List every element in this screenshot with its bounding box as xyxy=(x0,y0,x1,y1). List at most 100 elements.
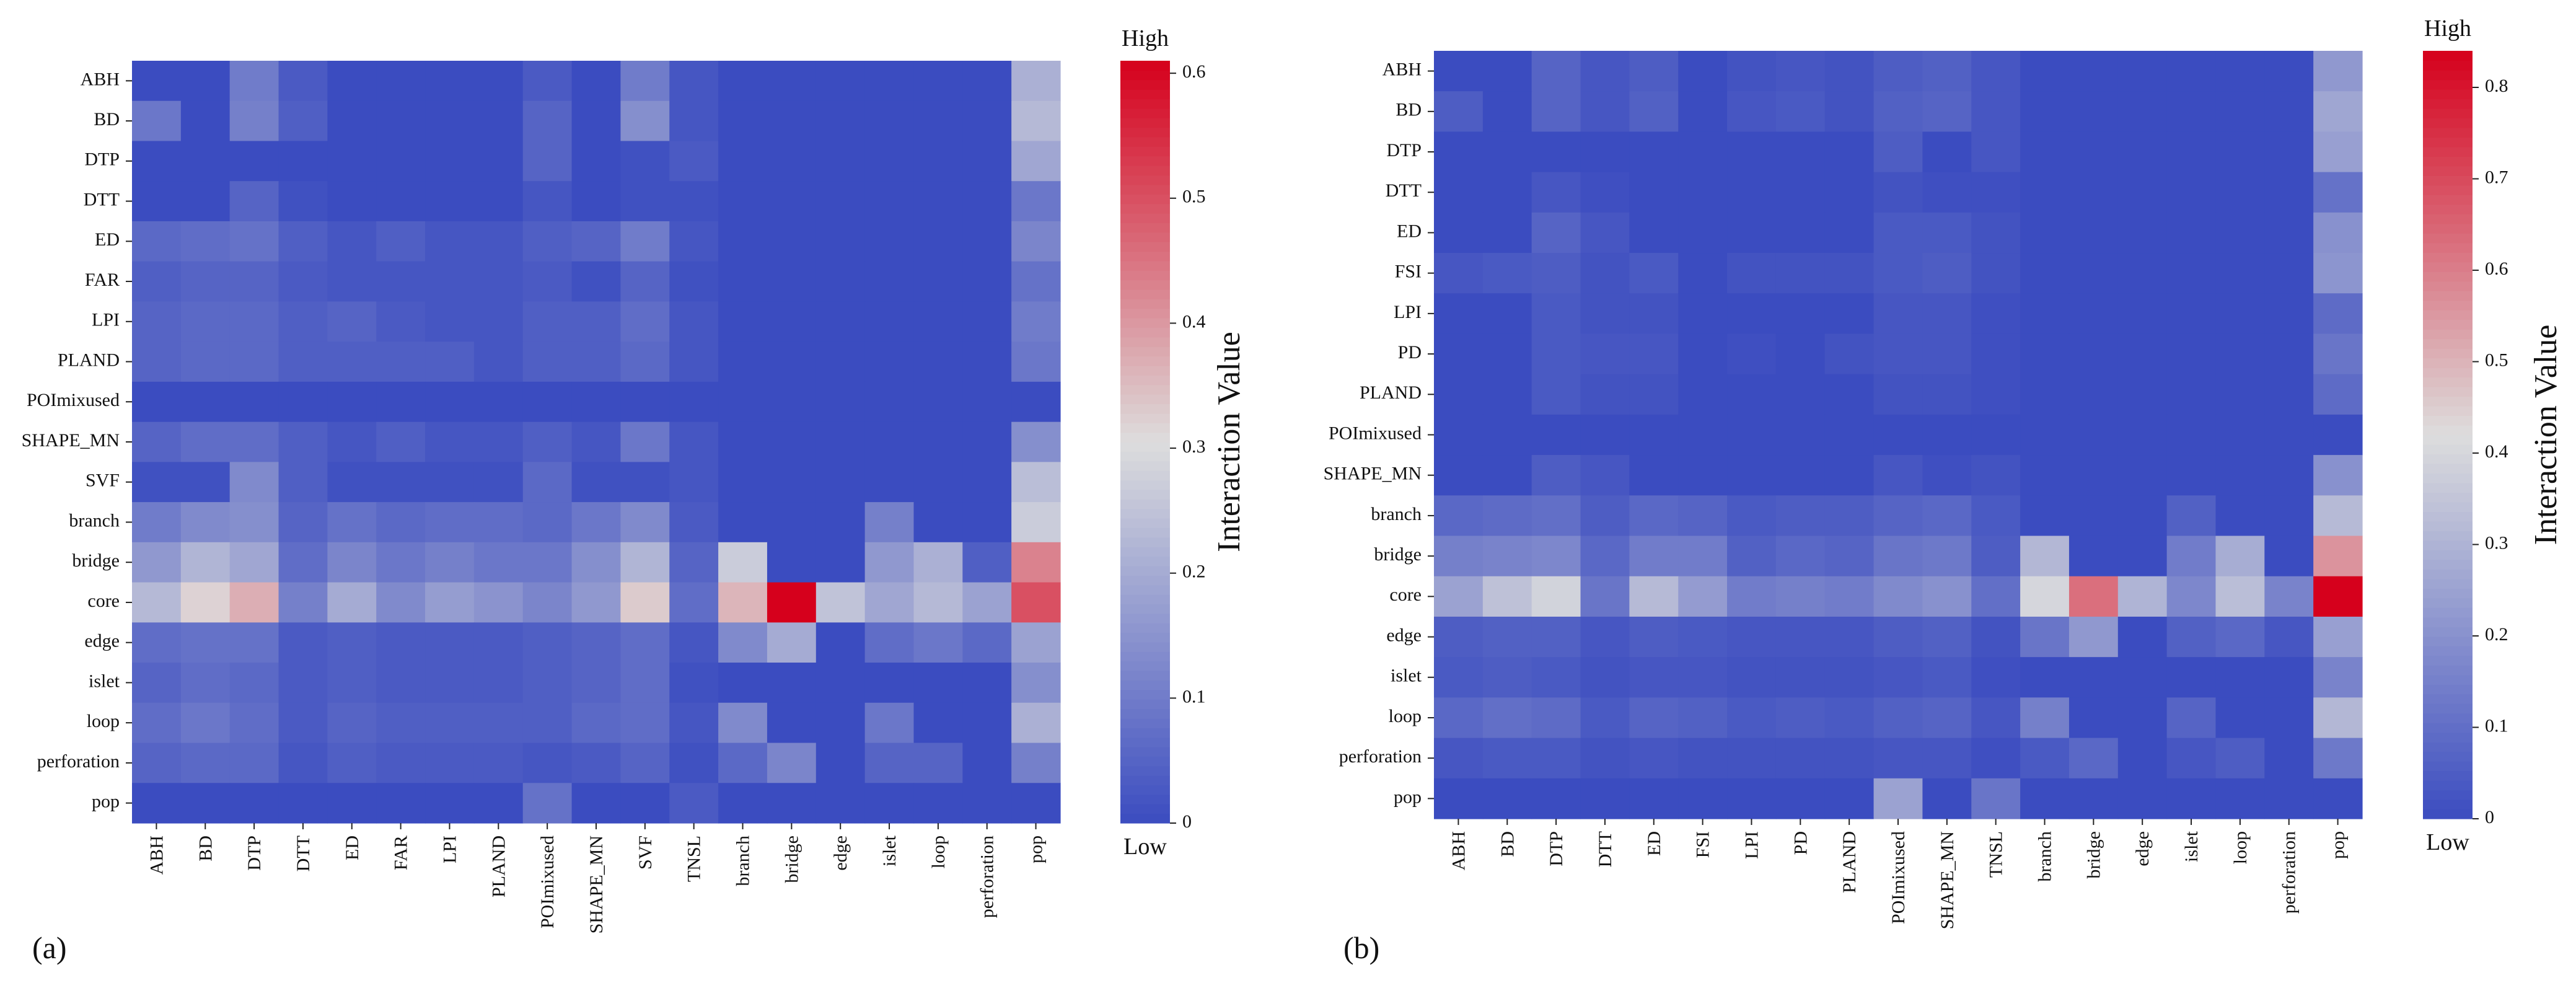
heatmap-cell-a-ED-SVF xyxy=(620,221,670,262)
heatmap-cell-a-PLAND-islet xyxy=(864,342,915,382)
heatmap-cell-b-perforation-perforation xyxy=(2264,738,2314,779)
heatmap-cell-b-islet-POImixused xyxy=(1873,657,1923,698)
heatmap-cell-a-SVF-POImixused xyxy=(522,462,573,503)
colorbar-segment-a xyxy=(1120,747,1170,757)
colorbar-segment-a xyxy=(1120,318,1170,328)
heatmap-cell-a-SVF-loop xyxy=(913,462,963,503)
heatmap-b-cells xyxy=(1434,51,2363,819)
column-label-a: SVF xyxy=(635,835,656,870)
heatmap-cell-a-islet-ED xyxy=(327,663,377,703)
heatmap-cell-b-branch-DTP xyxy=(1531,495,1581,537)
heatmap-cell-b-DTP-loop xyxy=(2215,131,2265,173)
colorbar-segment-b xyxy=(2423,387,2473,397)
colorbar-tick-label-b: 0 xyxy=(2485,807,2494,827)
heatmap-cell-a-perforation-perforation xyxy=(962,743,1012,783)
heatmap-cell-a-POImixused-edge xyxy=(815,381,866,423)
heatmap-cell-a-ED-branch xyxy=(718,221,768,262)
heatmap-cell-a-FAR-branch xyxy=(718,261,768,302)
colorbar-segment-b xyxy=(2423,358,2473,368)
row-label-b: core xyxy=(1389,584,1422,605)
colorbar-segment-b xyxy=(2423,348,2473,359)
heatmap-cell-a-branch-BD xyxy=(180,502,231,543)
row-label-a: pop xyxy=(92,791,120,812)
heatmap-cell-b-ABH-SHAPE_MN xyxy=(1922,51,1972,92)
heatmap-cell-a-ED-ABH xyxy=(132,221,182,262)
heatmap-cell-b-SHAPE_MN-LPI xyxy=(1727,455,1777,496)
heatmap-cell-b-perforation-DTT xyxy=(1580,738,1630,779)
heatmap-cell-b-ED-branch xyxy=(2020,212,2070,253)
heatmap-cell-b-DTT-SHAPE_MN xyxy=(1922,172,1972,213)
heatmap-cell-a-islet-edge xyxy=(815,663,866,703)
heatmap-cell-b-PD-ED xyxy=(1629,333,1679,375)
heatmap-cell-b-islet-bridge xyxy=(2068,657,2119,698)
heatmap-cell-a-DTP-LPI xyxy=(425,141,475,182)
colorbar-segment-b xyxy=(2423,127,2473,138)
heatmap-cell-a-edge-pop xyxy=(1011,622,1061,663)
heatmap-cell-b-DTP-bridge xyxy=(2068,131,2119,173)
heatmap-cell-b-SHAPE_MN-DTP xyxy=(1531,455,1581,496)
heatmap-cell-b-loop-pop xyxy=(2313,697,2363,739)
heatmap-cell-b-bridge-POImixused xyxy=(1873,536,1923,577)
heatmap-cell-a-pop-loop xyxy=(913,783,963,824)
heatmap-cell-b-bridge-PLAND xyxy=(1824,536,1875,577)
heatmap-cell-a-BD-SVF xyxy=(620,100,670,142)
heatmap-cell-a-core-DTT xyxy=(278,582,328,623)
column-label-b: ABH xyxy=(1448,831,1469,870)
row-label-a: ABH xyxy=(81,69,120,89)
panel-label-a: (a) xyxy=(32,930,67,965)
heatmap-cell-a-ED-bridge xyxy=(767,221,817,262)
colorbar-segment-b xyxy=(2423,550,2473,560)
heatmap-cell-a-ABH-perforation xyxy=(962,61,1012,102)
heatmap-cell-a-LPI-perforation xyxy=(962,301,1012,342)
column-label-a: TNSL xyxy=(684,835,705,882)
heatmap-cell-a-core-loop xyxy=(913,582,963,623)
heatmap-cell-a-DTP-ED xyxy=(327,141,377,182)
heatmap-cell-b-PD-loop xyxy=(2215,333,2265,375)
heatmap-cell-b-islet-ED xyxy=(1629,657,1679,698)
heatmap-cell-a-DTP-edge xyxy=(815,141,866,182)
heatmap-cell-a-islet-bridge xyxy=(767,663,817,703)
heatmap-cell-a-DTP-pop xyxy=(1011,141,1061,182)
heatmap-cell-a-FAR-SVF xyxy=(620,261,670,302)
heatmap-cell-b-bridge-DTP xyxy=(1531,536,1581,577)
colorbar-segment-a xyxy=(1120,299,1170,309)
heatmap-a-column-labels: ABH BD DTP DTT ED FAR LPI PLAND POImixused SHAPE_… xyxy=(146,823,1047,933)
colorbar-segment-a xyxy=(1120,384,1170,395)
colorbar-segment-a xyxy=(1120,756,1170,767)
heatmap-cell-b-loop-perforation xyxy=(2264,697,2314,739)
colorbar-segment-b xyxy=(2423,329,2473,340)
heatmap-cell-b-LPI-edge xyxy=(2117,293,2168,335)
heatmap-cell-b-POImixused-PD xyxy=(1775,414,1826,456)
heatmap-cell-b-ABH-ABH xyxy=(1434,51,1484,92)
heatmap-cell-b-POImixused-branch xyxy=(2020,414,2070,456)
colorbar-segment-a xyxy=(1120,184,1170,195)
heatmap-cell-b-SHAPE_MN-edge xyxy=(2117,455,2168,496)
heatmap-cell-a-loop-BD xyxy=(180,702,231,744)
heatmap-cell-a-islet-DTP xyxy=(229,663,279,703)
heatmap-cell-b-FSI-DTT xyxy=(1580,253,1630,294)
heatmap-cell-a-islet-FAR xyxy=(376,663,426,703)
heatmap-cell-a-SVF-FAR xyxy=(376,462,426,503)
row-label-a: DTT xyxy=(84,189,120,209)
heatmap-cell-b-PLAND-DTT xyxy=(1580,374,1630,415)
heatmap-cell-b-PLAND-DTP xyxy=(1531,374,1581,415)
heatmap-cell-a-branch-PLAND xyxy=(473,502,524,543)
heatmap-cell-b-core-branch xyxy=(2020,576,2070,617)
heatmap-cell-a-DTT-POImixused xyxy=(522,181,573,222)
heatmap-cell-b-loop-bridge xyxy=(2068,697,2119,739)
row-label-a: perforation xyxy=(37,751,120,772)
heatmap-cell-b-FSI-ED xyxy=(1629,253,1679,294)
heatmap-cell-a-perforation-DTP xyxy=(229,743,279,783)
column-label-b: BD xyxy=(1497,831,1518,857)
heatmap-cell-a-branch-FAR xyxy=(376,502,426,543)
heatmap-cell-a-bridge-bridge xyxy=(767,542,817,583)
heatmap-cell-b-perforation-SHAPE_MN xyxy=(1922,738,1972,779)
heatmap-cell-a-DTT-BD xyxy=(180,181,231,222)
heatmap-cell-b-PLAND-TNSL xyxy=(1971,374,2021,415)
heatmap-cell-a-LPI-branch xyxy=(718,301,768,342)
heatmap-cell-b-DTT-PD xyxy=(1775,172,1826,213)
row-label-a: DTP xyxy=(84,149,120,170)
heatmap-cell-a-pop-pop xyxy=(1011,783,1061,824)
heatmap-cell-b-pop-DTT xyxy=(1580,778,1630,819)
colorbar-segment-b xyxy=(2423,597,2473,608)
